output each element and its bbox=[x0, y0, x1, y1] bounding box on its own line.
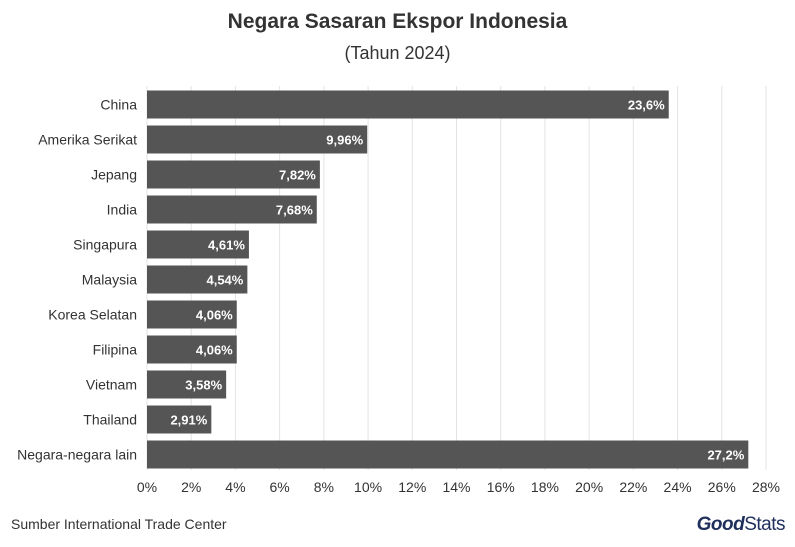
value-label: 4,06% bbox=[196, 343, 233, 358]
x-axis-ticks: 0% 2% 4% 6% 8% 10% 12% 14% 16% 18% 20% 22% 24% 26% 28% bbox=[137, 479, 780, 495]
value-label: 7,68% bbox=[276, 203, 313, 218]
goodstats-logo: GoodStats bbox=[696, 514, 786, 536]
bar bbox=[147, 265, 248, 294]
x-tick-label: 14% bbox=[442, 479, 470, 495]
bar bbox=[147, 300, 237, 329]
bar bbox=[147, 230, 249, 259]
bar bbox=[147, 405, 212, 434]
bar bbox=[147, 125, 368, 154]
category-label: Thailand bbox=[83, 412, 137, 428]
bar bbox=[147, 335, 237, 364]
value-label: 9,96% bbox=[326, 133, 363, 148]
category-label: Jepang bbox=[91, 167, 137, 183]
x-tick-label: 26% bbox=[708, 479, 736, 495]
value-label: 23,6% bbox=[628, 98, 665, 113]
category-label: Filipina bbox=[93, 342, 138, 358]
value-label: 27,2% bbox=[707, 448, 744, 463]
category-label: India bbox=[107, 202, 138, 218]
bar bbox=[147, 370, 227, 399]
chart-subtitle: (Tahun 2024) bbox=[344, 43, 451, 63]
x-tick-label: 6% bbox=[270, 479, 290, 495]
category-label: Negara-negara lain bbox=[17, 447, 137, 463]
value-label: 2,91% bbox=[170, 413, 207, 428]
category-label: Malaysia bbox=[82, 272, 137, 288]
logo-stats-text: Stats bbox=[744, 514, 785, 535]
bar bbox=[147, 440, 749, 469]
bar-chart: China Amerika Serikat Jepang India Singapura… bbox=[17, 86, 780, 495]
value-label: 4,06% bbox=[196, 308, 233, 323]
x-tick-label: 0% bbox=[137, 479, 157, 495]
x-tick-label: 18% bbox=[531, 479, 559, 495]
x-tick-label: 10% bbox=[354, 479, 382, 495]
x-tick-label: 28% bbox=[752, 479, 780, 495]
value-label: 3,58% bbox=[185, 378, 222, 393]
x-tick-label: 12% bbox=[398, 479, 426, 495]
chart-title: Negara Sasaran Ekspor Indonesia bbox=[227, 10, 568, 33]
x-tick-label: 16% bbox=[487, 479, 515, 495]
x-tick-label: 8% bbox=[314, 479, 334, 495]
logo-good-text: Good bbox=[696, 514, 745, 535]
bar bbox=[147, 160, 320, 189]
category-label: Amerika Serikat bbox=[38, 132, 137, 148]
source-note: Sumber International Trade Center bbox=[11, 516, 227, 532]
bar bbox=[147, 195, 317, 224]
category-label: Singapura bbox=[73, 237, 137, 253]
value-labels: 23,6% 9,96% 7,82% 7,68% 4,61% 4,54% 4,06% 4,06%… bbox=[170, 98, 744, 463]
bar bbox=[147, 90, 669, 119]
category-label: Vietnam bbox=[86, 377, 137, 393]
value-label: 7,82% bbox=[279, 168, 316, 183]
category-label: Korea Selatan bbox=[48, 307, 137, 323]
value-label: 4,54% bbox=[206, 273, 243, 288]
category-labels: China Amerika Serikat Jepang India Singapura… bbox=[17, 97, 137, 463]
x-tick-label: 24% bbox=[664, 479, 692, 495]
x-tick-label: 4% bbox=[225, 479, 245, 495]
category-label: China bbox=[100, 97, 137, 113]
x-tick-label: 2% bbox=[181, 479, 201, 495]
bars bbox=[147, 90, 749, 469]
value-label: 4,61% bbox=[208, 238, 245, 253]
x-tick-label: 20% bbox=[575, 479, 603, 495]
x-tick-label: 22% bbox=[619, 479, 647, 495]
